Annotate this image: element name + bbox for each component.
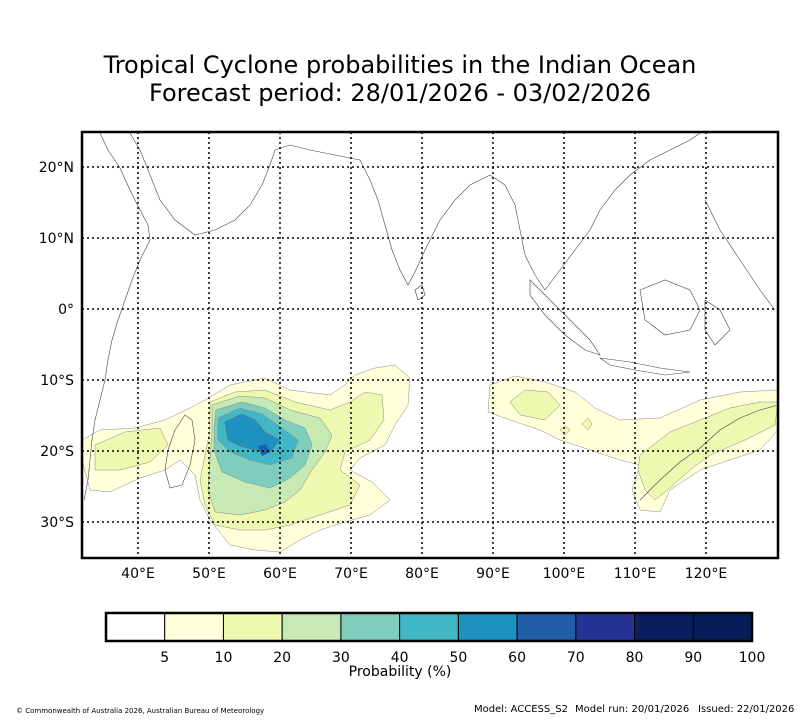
colorbar-tick-label: 5 <box>160 650 170 666</box>
colorbar-tick-label: 50 <box>449 650 468 666</box>
colorbar-swatch <box>340 612 401 642</box>
map-frame <box>80 130 780 560</box>
coast-india <box>359 159 491 286</box>
lat-label: 20°N <box>39 160 74 176</box>
colorbar <box>104 611 754 643</box>
map-title-line1: Tropical Cyclone probabilities in the In… <box>103 51 697 79</box>
coast-borneo <box>639 279 701 336</box>
contour-10-east-c <box>581 417 593 431</box>
colorbar-tick-label: 100 <box>738 650 766 666</box>
copyright-text: © Commonwealth of Australia 2026, Austra… <box>16 707 265 715</box>
coast-myanmar <box>489 174 546 291</box>
lon-label: 60°E <box>263 566 297 582</box>
coast-africa <box>83 132 151 501</box>
lon-label: 100°E <box>543 566 586 582</box>
lon-label: 120°E <box>685 566 728 582</box>
contour-50-madagascar <box>224 413 281 453</box>
colorbar-tick-label: 20 <box>273 650 292 666</box>
colorbar-swatch <box>281 612 342 642</box>
contour-10-west <box>94 427 169 471</box>
lon-label: 70°E <box>334 566 368 582</box>
contour-60-core <box>258 444 270 456</box>
map-title-line2: Forecast period: 28/01/2026 - 03/02/2026 <box>149 79 651 107</box>
colorbar-label: Probability (%) <box>348 664 452 680</box>
lat-label: 30°S <box>40 515 74 531</box>
lon-label: 90°E <box>476 566 510 582</box>
probability-contours <box>81 364 779 553</box>
contour-5-east <box>487 375 779 513</box>
colorbar-tick-label: 30 <box>331 650 350 666</box>
coast-east-islands <box>704 199 776 311</box>
lon-label: 110°E <box>614 566 657 582</box>
lat-label: 10°S <box>40 373 74 389</box>
lat-label: 0° <box>58 302 74 318</box>
colorbar-frame <box>104 611 754 643</box>
lat-label: 20°S <box>40 444 74 460</box>
lon-label: 40°E <box>121 566 155 582</box>
coast-australia <box>639 404 779 501</box>
colorbar-tick-label: 10 <box>214 650 233 666</box>
colorbar-swatch <box>575 612 636 642</box>
colorbar-swatch <box>692 612 753 642</box>
coast-indochina <box>544 132 701 291</box>
lon-label: 80°E <box>405 566 439 582</box>
colorbar-tick-label: 90 <box>684 650 703 666</box>
lon-label: 50°E <box>192 566 226 582</box>
coast-arabia <box>129 132 276 236</box>
map-background <box>82 132 778 558</box>
colorbar-swatch <box>634 612 694 642</box>
colorbar-swatch <box>457 612 518 642</box>
longitude-labels: 40°E 50°E 60°E 70°E 80°E 90°E 100°E 110°… <box>121 566 727 582</box>
model-run: Model run: 20/01/2026 <box>575 704 690 715</box>
contour-10-east-a <box>509 389 561 421</box>
colorbar-swatch <box>105 612 166 642</box>
colorbar-swatch <box>222 612 283 642</box>
colorbar-swatch <box>516 612 577 642</box>
colorbar-swatch <box>164 612 224 642</box>
coast-madagascar <box>164 414 196 489</box>
colorbar-swatch <box>399 612 459 642</box>
latitude-labels: 20°N 10°N 0° 10°S 20°S 30°S <box>39 160 74 531</box>
issued-date: Issued: 22/01/2026 <box>698 704 795 715</box>
model-name: Model: ACCESS_S2 <box>474 704 568 715</box>
lat-label: 10°N <box>39 231 74 247</box>
coast-sumatra <box>529 279 601 356</box>
coast-srilanka <box>414 284 426 301</box>
colorbar-tick-label: 40 <box>390 650 409 666</box>
gridlines <box>82 132 778 558</box>
coast-iran <box>274 144 361 161</box>
colorbar-tick-label: 80 <box>625 650 644 666</box>
colorbar-tick-label: 70 <box>566 650 585 666</box>
colorbar-tick-label: 60 <box>508 650 526 666</box>
